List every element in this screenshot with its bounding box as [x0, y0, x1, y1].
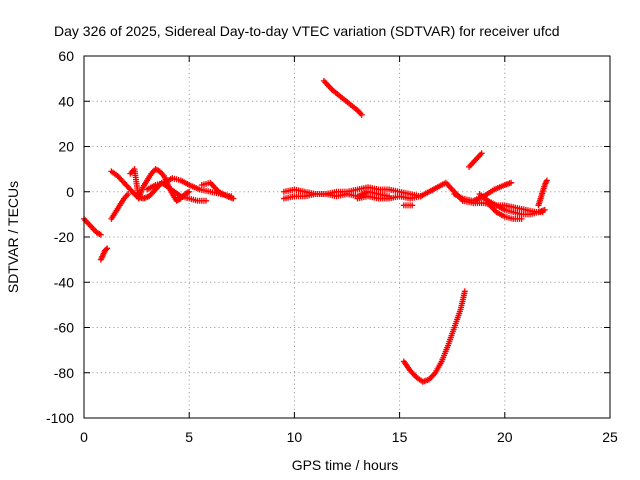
x-tick-label: 5 — [185, 429, 193, 445]
x-tick-label: 15 — [392, 429, 408, 445]
y-tick-label: -20 — [54, 229, 74, 245]
data-point — [543, 177, 550, 184]
series-group — [108, 191, 132, 222]
series-group — [451, 179, 515, 204]
data-point — [409, 202, 416, 209]
x-tick-label: 10 — [287, 429, 303, 445]
series-group — [198, 179, 237, 202]
y-tick-label: -60 — [54, 320, 74, 336]
data-point — [230, 195, 237, 202]
series-group — [280, 184, 424, 200]
y-tick-label: -40 — [54, 274, 74, 290]
series-group — [97, 245, 111, 263]
data-point — [125, 191, 132, 198]
x-axis-label: GPS time / hours — [292, 457, 399, 473]
data-point — [518, 215, 525, 222]
series-group — [535, 177, 550, 209]
data-point — [186, 188, 193, 195]
series-group — [400, 288, 468, 385]
plot-frame — [83, 55, 611, 419]
y-tick-label: -80 — [54, 365, 74, 381]
series-group — [354, 193, 424, 202]
y-axis-label: SDTVAR / TECUs — [5, 181, 21, 293]
data-point — [358, 111, 365, 118]
series-group — [484, 200, 525, 222]
axes: 0 5 10 15 20 25 -100 -80 -60 -40 -20 0 20 40 60 — [46, 48, 618, 445]
y-tick-label: 0 — [66, 184, 74, 200]
data-series — [81, 77, 550, 385]
series-group — [466, 150, 485, 170]
series-group — [81, 215, 104, 238]
y-tick-label: 20 — [58, 139, 74, 155]
data-point — [104, 245, 111, 252]
series-group — [400, 202, 416, 209]
y-tick-label: 60 — [58, 48, 74, 64]
x-tick-label: 0 — [80, 429, 88, 445]
y-tick-label: -100 — [46, 410, 74, 426]
data-point — [478, 150, 485, 157]
grid — [84, 56, 610, 418]
x-tick-label: 25 — [602, 429, 618, 445]
data-point — [97, 231, 104, 238]
series-group — [320, 77, 365, 118]
data-point — [103, 246, 110, 253]
data-point — [203, 197, 210, 204]
x-tick-label: 20 — [497, 429, 513, 445]
data-point — [508, 179, 515, 186]
data-point — [461, 288, 468, 295]
chart-title: Day 326 of 2025, Sidereal Day-to-day VTE… — [54, 23, 560, 39]
data-point — [541, 206, 548, 213]
series-group — [127, 166, 193, 204]
y-tick-label: 40 — [58, 93, 74, 109]
